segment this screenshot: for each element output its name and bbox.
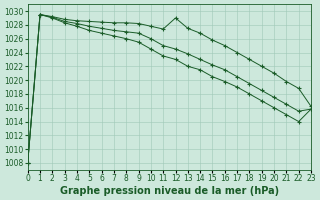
X-axis label: Graphe pression niveau de la mer (hPa): Graphe pression niveau de la mer (hPa) [60, 186, 279, 196]
